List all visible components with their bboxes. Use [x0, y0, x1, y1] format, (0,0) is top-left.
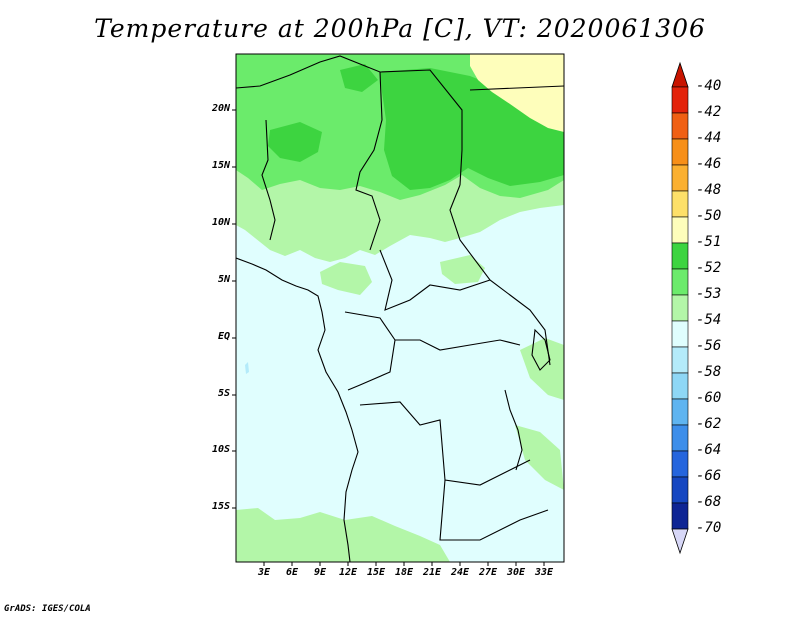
- colorbar-label: -66: [696, 468, 722, 484]
- border-east: [449, 184, 551, 366]
- lat-label: 5N: [217, 274, 230, 285]
- colorbar-swatch: [671, 216, 689, 244]
- colorbar-swatch: [671, 398, 689, 426]
- colorbar-label: -50: [696, 208, 722, 224]
- lat-label: EQ: [217, 331, 230, 342]
- lat-label: 10N: [211, 217, 230, 228]
- colorbar-label: -54: [696, 312, 722, 328]
- colorbar-swatch: [671, 112, 689, 140]
- lat-label: 10S: [211, 444, 230, 455]
- border-angola: [359, 401, 531, 486]
- colorbar-label: -40: [696, 78, 722, 94]
- credit-text: GrADS: IGES/COLA: [4, 604, 91, 614]
- colorbar-label: -48: [696, 182, 722, 198]
- colorbar-label: -60: [696, 390, 722, 406]
- border-congo-b: [395, 339, 521, 351]
- field-minus53-east: [520, 338, 564, 400]
- lon-label: 24E: [450, 567, 470, 578]
- lon-label: 12E: [338, 567, 358, 578]
- lat-label: 15S: [211, 501, 230, 512]
- lon-label: 30E: [506, 567, 526, 578]
- field-minus51-north: [340, 64, 378, 92]
- colorbar-swatch: [671, 294, 689, 322]
- lon-label: 21E: [422, 567, 442, 578]
- colorbar-label: -68: [696, 494, 722, 510]
- lon-ticks: [263, 562, 545, 566]
- colorbar-label: -51: [696, 234, 722, 250]
- colorbar-swatch: [671, 450, 689, 478]
- lon-label: 27E: [478, 567, 498, 578]
- border-west-a: [261, 119, 276, 241]
- colorbar-label: -44: [696, 130, 722, 146]
- colorbar-label: -56: [696, 338, 722, 354]
- colorbar-top-arrow: [671, 61, 689, 88]
- colorbar-label: -62: [696, 416, 722, 432]
- colorbar-swatch: [671, 190, 689, 218]
- lon-label: 18E: [394, 567, 414, 578]
- lat-label: 5S: [217, 388, 230, 399]
- border-zambia: [439, 479, 549, 541]
- lon-label: 33E: [534, 567, 554, 578]
- chart-title: Temperature at 200hPa [C], VT: 202006130…: [94, 14, 706, 43]
- colorbar-label: -64: [696, 442, 722, 458]
- lon-label: 9E: [313, 567, 327, 578]
- field-minus53-patch-b: [440, 255, 485, 284]
- lake-east-b: [531, 328, 551, 371]
- colorbar-label: -53: [696, 286, 722, 302]
- colorbar-label: -52: [696, 260, 722, 276]
- lon-label: 6E: [285, 567, 299, 578]
- colorbar-swatch: [671, 346, 689, 374]
- colorbar-swatch: [671, 86, 689, 114]
- field-minus51-west: [268, 122, 322, 162]
- border-north-a: [236, 55, 463, 186]
- colorbar-swatch: [671, 320, 689, 348]
- colorbar-label: -42: [696, 104, 722, 120]
- colorbar-swatch: [671, 164, 689, 192]
- field-minus53-south: [236, 508, 450, 562]
- colorbar-label: -58: [696, 364, 722, 380]
- lat-label: 15N: [211, 160, 230, 171]
- colorbar-swatch: [671, 242, 689, 270]
- colorbar-swatch: [671, 424, 689, 452]
- field-minus53-patch-a: [320, 262, 372, 295]
- colorbar-swatch: [671, 268, 689, 296]
- lon-label: 3E: [257, 567, 271, 578]
- lake-east: [504, 389, 523, 471]
- field-minus56-speck: [245, 362, 249, 374]
- colorbar-label: -46: [696, 156, 722, 172]
- colorbar-label: -70: [696, 520, 722, 536]
- map-frame: [235, 53, 565, 563]
- border-congo-a: [344, 311, 396, 391]
- border-ne: [469, 85, 564, 91]
- border-central: [379, 249, 491, 311]
- lat-ticks: [232, 109, 236, 509]
- field-minus50: [470, 54, 564, 132]
- colorbar-swatch: [671, 476, 689, 504]
- colorbar-swatch: [671, 138, 689, 166]
- colorbar: [671, 61, 689, 555]
- field-minus53-southeast: [515, 425, 564, 490]
- coastline-west: [236, 257, 359, 562]
- lat-label: 20N: [211, 103, 230, 114]
- border-north-b: [355, 71, 383, 251]
- colorbar-bottom-arrow: [671, 528, 689, 555]
- colorbar-swatch: [671, 502, 689, 530]
- lon-label: 15E: [366, 567, 386, 578]
- colorbar-swatch: [671, 372, 689, 400]
